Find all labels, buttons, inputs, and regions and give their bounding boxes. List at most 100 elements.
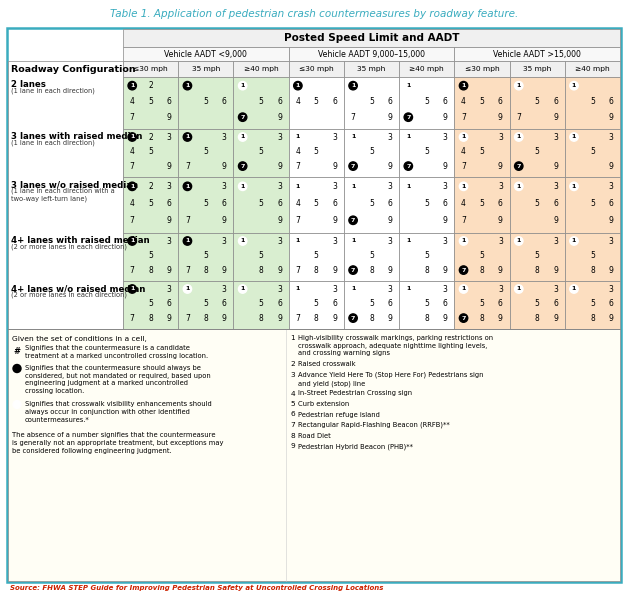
Text: 3: 3 <box>222 182 227 191</box>
Text: 6: 6 <box>553 199 558 208</box>
Circle shape <box>349 237 357 245</box>
Text: 1: 1 <box>462 184 466 189</box>
Circle shape <box>459 314 468 322</box>
FancyBboxPatch shape <box>234 177 289 233</box>
Text: 1: 1 <box>462 286 466 291</box>
Text: 5: 5 <box>314 147 319 156</box>
Text: 6: 6 <box>166 199 171 208</box>
Text: 6: 6 <box>498 299 503 308</box>
Circle shape <box>349 266 357 274</box>
Text: 2: 2 <box>148 133 153 142</box>
Text: 1: 1 <box>185 83 190 88</box>
FancyBboxPatch shape <box>454 177 509 233</box>
Text: #: # <box>13 347 21 356</box>
Text: 3: 3 <box>332 285 337 294</box>
FancyBboxPatch shape <box>178 233 234 281</box>
Circle shape <box>128 285 136 293</box>
FancyBboxPatch shape <box>399 129 454 177</box>
Text: 7: 7 <box>130 216 134 225</box>
FancyBboxPatch shape <box>234 61 289 77</box>
Text: 8: 8 <box>148 314 153 323</box>
Text: 5: 5 <box>369 199 374 208</box>
FancyBboxPatch shape <box>399 177 454 233</box>
Text: 9: 9 <box>277 314 282 323</box>
Text: 7: 7 <box>241 164 245 168</box>
Text: Raised crosswalk: Raised crosswalk <box>298 362 356 367</box>
Text: 9: 9 <box>553 112 558 122</box>
Text: 5: 5 <box>203 251 208 260</box>
Circle shape <box>183 81 192 90</box>
Text: 8: 8 <box>535 314 539 323</box>
Text: 5: 5 <box>534 299 539 308</box>
Text: 5: 5 <box>314 251 319 260</box>
Text: 9: 9 <box>332 162 337 171</box>
Text: 5: 5 <box>314 97 319 106</box>
Text: 1: 1 <box>462 83 466 88</box>
Text: 4: 4 <box>130 199 134 208</box>
Text: Advance Yield Here To (Stop Here For) Pedestrians sign
and yield (stop) line: Advance Yield Here To (Stop Here For) Pe… <box>298 372 484 387</box>
Text: (1 lane in each direction with a: (1 lane in each direction with a <box>11 187 115 194</box>
FancyBboxPatch shape <box>123 281 178 329</box>
FancyBboxPatch shape <box>289 233 344 281</box>
Circle shape <box>514 81 523 90</box>
Text: 7: 7 <box>295 266 300 275</box>
Text: 1: 1 <box>517 238 521 243</box>
Text: 8: 8 <box>535 266 539 275</box>
Text: 9: 9 <box>277 162 282 171</box>
Text: 5: 5 <box>425 199 429 208</box>
Circle shape <box>128 237 136 245</box>
Circle shape <box>349 162 357 170</box>
Text: 6: 6 <box>222 199 227 208</box>
Text: 8: 8 <box>480 266 484 275</box>
Text: 8: 8 <box>203 266 208 275</box>
Circle shape <box>514 237 523 245</box>
Circle shape <box>239 81 247 90</box>
FancyBboxPatch shape <box>178 177 234 233</box>
Text: 7: 7 <box>406 115 411 120</box>
Text: 5: 5 <box>369 251 374 260</box>
FancyBboxPatch shape <box>454 281 509 329</box>
Text: 1: 1 <box>406 286 411 291</box>
Text: 7: 7 <box>351 164 355 168</box>
Text: Signifies that the countermeasure is a candidate
treatment at a marked uncontrol: Signifies that the countermeasure is a c… <box>25 345 208 359</box>
FancyBboxPatch shape <box>509 77 565 129</box>
FancyBboxPatch shape <box>8 329 620 581</box>
Text: 7: 7 <box>351 268 355 272</box>
Text: 9: 9 <box>332 216 337 225</box>
FancyBboxPatch shape <box>289 47 454 61</box>
FancyBboxPatch shape <box>123 29 620 47</box>
Text: 3: 3 <box>498 285 503 294</box>
FancyBboxPatch shape <box>178 281 234 329</box>
Text: 1: 1 <box>241 83 245 88</box>
FancyBboxPatch shape <box>7 28 621 582</box>
Text: 8: 8 <box>369 266 374 275</box>
FancyBboxPatch shape <box>565 129 620 177</box>
Text: 8: 8 <box>425 266 429 275</box>
Text: 1: 1 <box>517 134 521 139</box>
Circle shape <box>514 182 523 190</box>
Text: 4: 4 <box>461 147 466 156</box>
Text: 9: 9 <box>609 216 613 225</box>
Text: 7: 7 <box>295 314 300 323</box>
FancyBboxPatch shape <box>344 77 399 129</box>
Text: 7: 7 <box>350 112 355 122</box>
Text: 5: 5 <box>590 97 595 106</box>
Text: 1: 1 <box>517 83 521 88</box>
Text: 3: 3 <box>498 237 503 246</box>
FancyBboxPatch shape <box>399 281 454 329</box>
Circle shape <box>183 285 192 293</box>
Circle shape <box>294 285 302 293</box>
Text: 5: 5 <box>369 299 374 308</box>
Text: 6: 6 <box>222 299 227 308</box>
Circle shape <box>239 182 247 190</box>
FancyBboxPatch shape <box>344 177 399 233</box>
Text: 8: 8 <box>291 432 295 438</box>
Circle shape <box>239 133 247 141</box>
Text: 7: 7 <box>130 112 134 122</box>
Text: 4: 4 <box>295 97 300 106</box>
FancyBboxPatch shape <box>234 233 289 281</box>
Text: 9: 9 <box>387 216 392 225</box>
Text: 6: 6 <box>553 97 558 106</box>
Circle shape <box>239 237 247 245</box>
Text: 1: 1 <box>351 286 355 291</box>
